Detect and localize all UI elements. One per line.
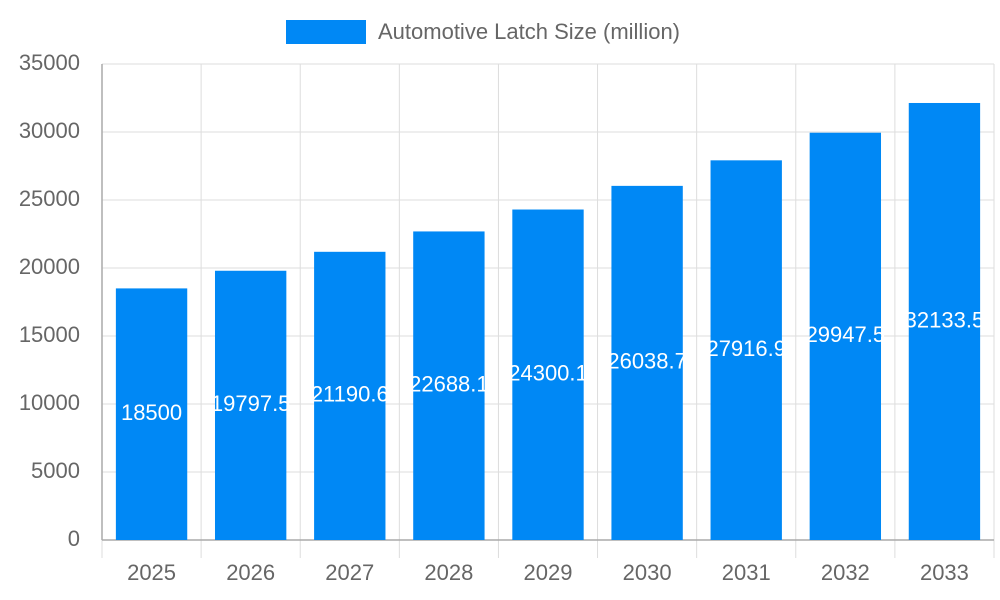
y-tick-label: 5000 — [31, 458, 80, 483]
x-tick-label: 2026 — [226, 560, 275, 585]
data-label: 32133.5 — [905, 307, 985, 332]
bar — [314, 251, 386, 540]
bar — [611, 185, 683, 541]
legend-swatch — [286, 20, 366, 44]
x-tick-label: 2028 — [424, 560, 473, 585]
y-tick-label: 20000 — [19, 254, 80, 279]
data-label: 27916.9 — [706, 336, 786, 361]
x-tick-label: 2025 — [127, 560, 176, 585]
data-label: 29947.5 — [806, 322, 886, 347]
legend-label: Automotive Latch Size (million) — [378, 19, 680, 44]
x-tick-label: 2031 — [722, 560, 771, 585]
x-tick-label: 2030 — [623, 560, 672, 585]
data-label: 18500 — [121, 400, 182, 425]
data-label: 26038.7 — [607, 349, 687, 374]
bar — [512, 209, 584, 540]
y-tick-label: 25000 — [19, 186, 80, 211]
y-tick-label: 0 — [68, 526, 80, 551]
bar — [908, 102, 981, 540]
data-label: 19797.5 — [211, 391, 291, 416]
x-tick-label: 2032 — [821, 560, 870, 585]
y-tick-label: 15000 — [19, 322, 80, 347]
y-tick-label: 10000 — [19, 390, 80, 415]
bar — [413, 231, 485, 540]
bar — [710, 160, 782, 541]
data-label: 21190.6 — [311, 382, 389, 407]
x-tick-label: 2033 — [920, 560, 969, 585]
bar — [214, 270, 287, 540]
y-tick-label: 35000 — [19, 50, 80, 75]
bar — [115, 288, 188, 540]
x-tick-label: 2027 — [325, 560, 374, 585]
data-label: 24300.1 — [508, 361, 588, 386]
y-tick-label: 30000 — [19, 118, 80, 143]
data-label: 22688.1 — [409, 372, 489, 397]
bar — [809, 132, 882, 541]
x-tick-label: 2029 — [524, 560, 573, 585]
